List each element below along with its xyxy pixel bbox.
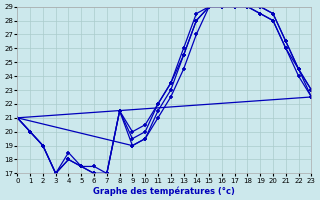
X-axis label: Graphe des températures (°c): Graphe des températures (°c) <box>93 186 235 196</box>
